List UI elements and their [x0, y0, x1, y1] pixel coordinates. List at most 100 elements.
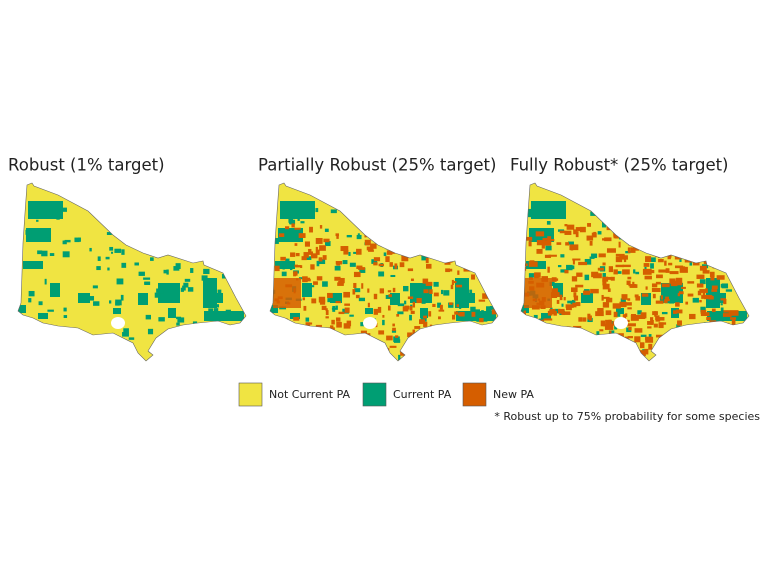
new-pa	[663, 246, 668, 251]
current-pa	[327, 298, 332, 303]
current-pa	[175, 263, 181, 270]
current-pa	[422, 292, 430, 295]
current-pa	[128, 337, 135, 340]
new-pa	[720, 342, 725, 349]
new-pa	[521, 316, 524, 322]
current-pa	[428, 217, 436, 222]
current-pa	[176, 316, 182, 320]
new-pa	[707, 240, 716, 244]
current-pa	[272, 236, 275, 241]
new-pa	[603, 276, 612, 280]
current-pa	[585, 348, 590, 351]
current-pa	[648, 334, 652, 338]
current-pa	[488, 270, 493, 274]
new-pa	[294, 271, 298, 276]
current-pa	[154, 292, 161, 298]
current-pa	[425, 353, 432, 359]
current-pa	[594, 350, 599, 354]
new-pa	[587, 223, 592, 227]
new-pa	[723, 231, 732, 235]
new-pa	[451, 232, 455, 236]
current-pa	[30, 209, 33, 215]
new-pa	[642, 268, 652, 275]
new-pa	[675, 277, 683, 283]
new-pa	[425, 343, 428, 349]
new-pa	[343, 249, 349, 255]
new-pa	[627, 336, 633, 339]
new-pa	[380, 234, 385, 237]
current-pa	[300, 221, 305, 224]
panel-title: Partially Robust (25% target)	[258, 156, 496, 175]
new-pa	[688, 243, 698, 246]
new-pa	[394, 263, 398, 269]
current-pa	[18, 223, 23, 226]
new-pa	[387, 305, 391, 311]
new-pa	[544, 254, 552, 258]
new-pa	[388, 294, 392, 298]
new-pa	[548, 254, 557, 257]
current-pa	[630, 207, 635, 211]
new-pa	[575, 284, 584, 288]
new-pa	[549, 308, 556, 315]
new-pa	[621, 294, 628, 300]
new-pa	[699, 335, 702, 338]
current-pa	[167, 237, 172, 240]
new-pa	[399, 262, 405, 268]
new-pa	[379, 288, 385, 294]
new-pa	[593, 231, 597, 238]
current-pa	[78, 293, 90, 303]
new-pa	[660, 295, 663, 300]
new-pa	[456, 304, 460, 308]
current-pa	[649, 257, 656, 262]
current-pa	[436, 218, 443, 224]
current-pa	[429, 246, 434, 252]
current-pa	[737, 276, 741, 281]
new-pa	[600, 320, 606, 327]
current-pa	[132, 221, 136, 227]
current-pa	[526, 208, 532, 215]
new-pa	[692, 262, 700, 266]
current-pa	[552, 357, 557, 361]
new-pa	[607, 288, 611, 292]
new-pa	[573, 229, 577, 235]
new-pa	[703, 224, 713, 229]
new-pa	[373, 257, 381, 262]
new-pa	[352, 289, 356, 295]
new-pa	[307, 329, 313, 335]
current-pa	[637, 220, 641, 227]
current-pa	[699, 354, 702, 359]
current-pa	[715, 254, 718, 259]
new-pa	[460, 339, 463, 343]
new-pa	[605, 310, 612, 316]
new-pa	[658, 269, 667, 273]
new-pa	[542, 237, 548, 241]
current-pa	[302, 283, 312, 297]
new-pa	[581, 347, 584, 352]
current-pa	[232, 214, 236, 217]
new-pa	[280, 318, 288, 325]
current-pa	[566, 264, 573, 271]
new-pa	[666, 244, 675, 250]
current-pa	[214, 244, 221, 249]
new-pa	[744, 321, 749, 324]
current-pa	[97, 256, 101, 261]
current-pa	[382, 319, 385, 326]
current-pa	[393, 336, 400, 343]
new-pa	[724, 255, 730, 261]
new-pa	[523, 310, 526, 317]
new-pa	[627, 247, 631, 253]
current-pa	[225, 309, 231, 315]
current-pa	[317, 330, 324, 337]
new-pa	[627, 307, 632, 310]
new-pa	[709, 320, 717, 325]
current-pa	[118, 228, 124, 233]
current-pa	[421, 298, 426, 304]
current-pa	[199, 219, 206, 224]
current-pa	[560, 269, 567, 273]
current-pa	[592, 208, 595, 212]
new-pa	[291, 345, 297, 349]
new-pa	[389, 345, 397, 348]
new-pa	[731, 236, 737, 240]
current-pa	[491, 276, 495, 281]
new-pa	[319, 225, 323, 229]
